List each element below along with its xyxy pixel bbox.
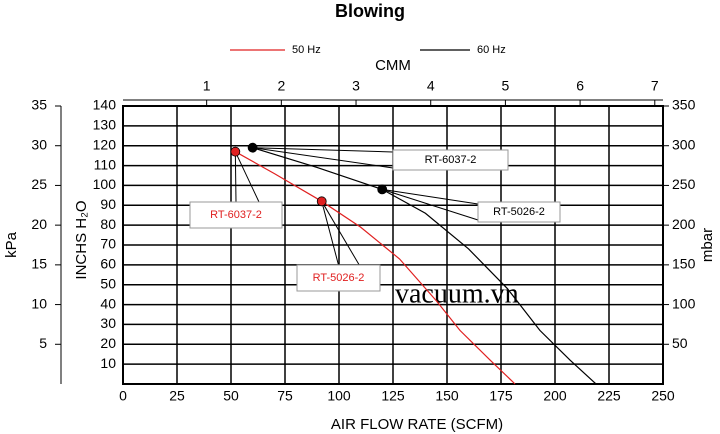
y-tick-label: 30 xyxy=(100,315,116,331)
mbar-tick-label: 100 xyxy=(672,295,696,311)
y-tick-label: 50 xyxy=(100,275,116,291)
x-tick-label: 50 xyxy=(223,388,239,404)
x-tick-label: 0 xyxy=(119,388,127,404)
annotation-label: RT-5026-2 xyxy=(493,206,545,218)
x-tick-label: 200 xyxy=(543,388,567,404)
mbar-tick-label: 350 xyxy=(672,97,696,113)
y-tick-label: 110 xyxy=(94,156,117,172)
mbar-axis-title: mbar xyxy=(699,228,716,262)
leader xyxy=(321,201,360,266)
x-tick-label: 250 xyxy=(651,388,675,404)
leader xyxy=(382,188,479,205)
x-axis-title: AIR FLOW RATE (SCFM) xyxy=(331,416,503,433)
x-tick-label: 100 xyxy=(327,388,351,404)
y-tick-label: 70 xyxy=(100,236,116,252)
cmm-tick-label: 4 xyxy=(427,78,435,94)
y-tick-label: 60 xyxy=(100,256,116,272)
leader xyxy=(382,188,479,221)
annotation-box xyxy=(392,149,509,171)
legend-label: 60 Hz xyxy=(477,44,506,56)
y-tick-label: 10 xyxy=(100,355,116,371)
kpa-tick-label: 35 xyxy=(31,97,47,113)
cmm-tick-label: 2 xyxy=(277,78,285,94)
cmm-tick-label: 1 xyxy=(203,78,211,94)
x-tick-label: 175 xyxy=(489,388,513,404)
y-tick-label: 20 xyxy=(100,335,116,351)
x-tick-label: 25 xyxy=(169,388,185,404)
mbar-tick-label: 300 xyxy=(672,136,696,152)
leader xyxy=(234,151,237,203)
point-marker xyxy=(247,142,258,153)
annotation-box xyxy=(189,201,283,229)
kpa-tick-label: 5 xyxy=(39,335,47,351)
y-tick-label: 90 xyxy=(100,196,116,212)
series-line xyxy=(252,147,597,385)
leader xyxy=(252,147,394,153)
mbar-tick-label: 50 xyxy=(672,335,688,351)
legend-label: 50 Hz xyxy=(292,44,321,56)
leader xyxy=(252,147,394,169)
y-tick-label: 120 xyxy=(93,136,117,152)
y-tick-label: 40 xyxy=(100,295,116,311)
annotation-label: RT-6037-2 xyxy=(425,154,477,166)
kpa-tick-label: 10 xyxy=(31,295,47,311)
annotation-box xyxy=(477,201,561,223)
annotation-label: RT-5026-2 xyxy=(313,272,365,284)
cmm-tick-label: 3 xyxy=(352,78,360,94)
x-tick-label: 125 xyxy=(381,388,405,404)
cmm-tick-label: 5 xyxy=(502,78,510,94)
y-tick-label: 130 xyxy=(93,117,117,133)
mbar-tick-label: 200 xyxy=(672,216,696,232)
annotation-label: RT-6037-2 xyxy=(210,209,262,221)
chart-title: Blowing xyxy=(335,1,405,21)
series-line xyxy=(235,151,516,385)
cmm-tick-label: 6 xyxy=(576,78,584,94)
annotation-box xyxy=(296,264,381,292)
point-marker xyxy=(377,184,388,195)
y-tick-label: 140 xyxy=(93,97,117,113)
y-axis-title: INCHS H₂O xyxy=(73,200,90,279)
x-tick-label: 150 xyxy=(435,388,459,404)
cmm-tick-label: 7 xyxy=(651,78,659,94)
kpa-tick-label: 25 xyxy=(31,176,47,192)
mbar-tick-label: 150 xyxy=(672,256,696,272)
kpa-tick-label: 30 xyxy=(31,136,47,152)
mbar-tick-label: 250 xyxy=(672,176,696,192)
point-marker xyxy=(316,196,327,207)
kpa-tick-label: 20 xyxy=(31,216,47,232)
kpa-axis-title: kPa xyxy=(3,231,20,258)
point-marker xyxy=(230,146,241,157)
x-tick-label: 75 xyxy=(277,388,293,404)
y-tick-label: 80 xyxy=(100,216,116,232)
kpa-tick-label: 15 xyxy=(31,256,47,272)
cmm-axis-title: CMM xyxy=(375,57,411,74)
y-tick-label: 100 xyxy=(93,176,117,192)
leader xyxy=(234,151,260,203)
leader xyxy=(321,201,339,266)
x-tick-label: 225 xyxy=(597,388,621,404)
